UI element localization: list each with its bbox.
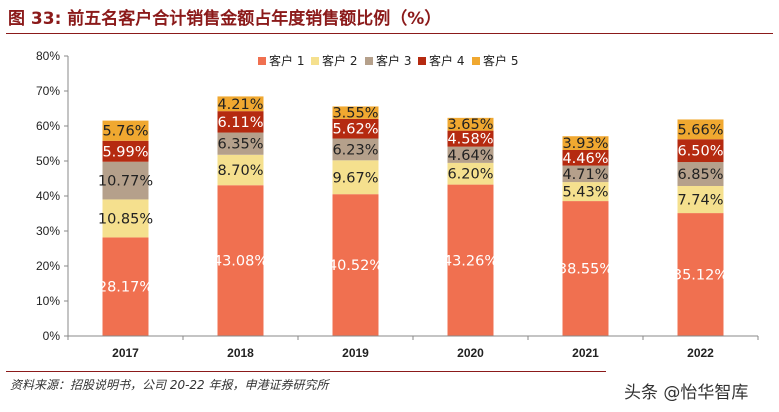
- bar-segment: [332, 138, 379, 161]
- bar-segment: [447, 146, 494, 163]
- data-label: 5.66%: [677, 122, 723, 138]
- x-tick-label: 2020: [457, 346, 484, 360]
- bar-segment: [217, 96, 264, 112]
- bar-segment: [217, 154, 264, 186]
- legend-swatch: [418, 57, 426, 65]
- data-label: 4.46%: [562, 151, 608, 167]
- data-label: 38.55%: [558, 262, 613, 278]
- chart-title: 图 33: 前五名客户合计销售金额占年度销售额比例（%）: [8, 9, 442, 29]
- bar-segment: [562, 149, 609, 166]
- watermark: 头条 @怡华智库: [624, 383, 749, 403]
- data-label: 5.62%: [332, 122, 378, 138]
- legend: 客户 1 客户 2 客户 3 客户 4 客户 5: [258, 53, 518, 68]
- data-label: 6.11%: [217, 115, 263, 131]
- legend-label: 客户 5: [483, 53, 518, 68]
- x-tick-label: 2021: [572, 346, 599, 360]
- bars: [102, 96, 724, 336]
- data-label: 4.58%: [447, 132, 493, 148]
- data-label: 28.17%: [98, 280, 153, 296]
- bar-segment: [447, 117, 494, 131]
- data-label: 35.12%: [673, 268, 728, 284]
- legend-swatch: [472, 57, 480, 65]
- bar-segment: [447, 162, 494, 185]
- y-tick-label: 30%: [36, 224, 60, 238]
- bar-segment: [217, 132, 264, 155]
- data-label: 4.71%: [562, 167, 608, 183]
- data-label: 7.74%: [677, 193, 723, 209]
- data-label: 4.21%: [217, 97, 263, 113]
- data-label: 4.64%: [447, 148, 493, 164]
- bar-segment: [102, 120, 149, 141]
- data-label: 5.43%: [562, 185, 608, 201]
- bar-segment: [217, 111, 264, 133]
- data-label: 8.70%: [217, 163, 263, 179]
- data-label: 3.93%: [562, 136, 608, 152]
- y-tick-label: 50%: [36, 154, 60, 168]
- y-tick-label: 70%: [36, 84, 60, 98]
- y-tick-label: 80%: [36, 49, 60, 63]
- data-label: 6.50%: [677, 144, 723, 160]
- title-divider: [6, 33, 773, 34]
- bar-segment: [677, 162, 724, 186]
- data-label: 5.99%: [102, 144, 148, 160]
- y-axis: 0% 10% 20% 30% 40% 50% 60% 70% 80%: [36, 49, 69, 343]
- y-tick-label: 20%: [36, 259, 60, 273]
- data-label: 5.76%: [102, 124, 148, 140]
- bar-segment: [447, 184, 494, 336]
- legend-swatch: [258, 57, 266, 65]
- stacked-bar-chart: 客户 1 客户 2 客户 3 客户 4 客户 5 0% 10% 20% 30% 40% 50% 60…: [36, 49, 759, 360]
- bar-segment: [562, 136, 609, 150]
- bar-segment: [677, 139, 724, 163]
- bar-segment: [332, 106, 379, 119]
- data-label: 43.26%: [443, 253, 498, 269]
- legend-swatch: [365, 57, 373, 65]
- data-label: 6.20%: [447, 167, 493, 183]
- data-label: 10.77%: [98, 174, 153, 190]
- x-tick-label: 2022: [687, 346, 714, 360]
- bar-segment: [102, 199, 149, 238]
- x-tick-label: 2019: [342, 346, 369, 360]
- data-label: 9.67%: [332, 170, 378, 186]
- bar-segment: [332, 118, 379, 139]
- data-label: 6.35%: [217, 137, 263, 153]
- source-note: 资料来源：招股说明书，公司 20-22 年报，申港证券研究所: [10, 378, 329, 392]
- legend-label: 客户 1: [269, 53, 304, 68]
- bar-segment: [217, 185, 264, 336]
- legend-swatch: [311, 57, 319, 65]
- bar-segment: [677, 119, 724, 140]
- legend-label: 客户 2: [322, 53, 357, 68]
- bar-segment: [562, 165, 609, 183]
- bar-segment: [332, 160, 379, 195]
- data-label: 43.08%: [213, 254, 268, 270]
- bar-segment: [447, 130, 494, 147]
- x-axis: 2017 2018 2019 2020 2021 2022: [67, 335, 759, 360]
- bar-segment: [562, 182, 609, 202]
- y-tick-label: 0%: [43, 329, 61, 343]
- data-label: 6.23%: [332, 142, 378, 158]
- y-tick-label: 40%: [36, 189, 60, 203]
- data-label: 3.65%: [447, 117, 493, 133]
- data-label: 6.85%: [677, 167, 723, 183]
- bar-segment: [677, 213, 724, 336]
- data-label: 3.55%: [332, 106, 378, 122]
- bar-segment: [332, 194, 379, 336]
- legend-label: 客户 3: [376, 53, 411, 68]
- data-label: 40.52%: [328, 258, 383, 274]
- bar-segment: [102, 237, 149, 336]
- bar-segment: [102, 161, 149, 200]
- y-tick-label: 10%: [36, 294, 60, 308]
- source-divider: [6, 371, 606, 372]
- data-label: 10.85%: [98, 211, 153, 227]
- data-labels: 28.17% 10.85% 10.77% 5.99% 5.76% 43.08% 8.70% 6…: [98, 97, 728, 296]
- x-tick-label: 2017: [112, 346, 139, 360]
- bar-segment: [102, 140, 149, 162]
- x-tick-label: 2018: [227, 346, 254, 360]
- bar-segment: [562, 201, 609, 336]
- legend-label: 客户 4: [429, 53, 464, 68]
- bar-segment: [677, 185, 724, 214]
- y-tick-label: 60%: [36, 119, 60, 133]
